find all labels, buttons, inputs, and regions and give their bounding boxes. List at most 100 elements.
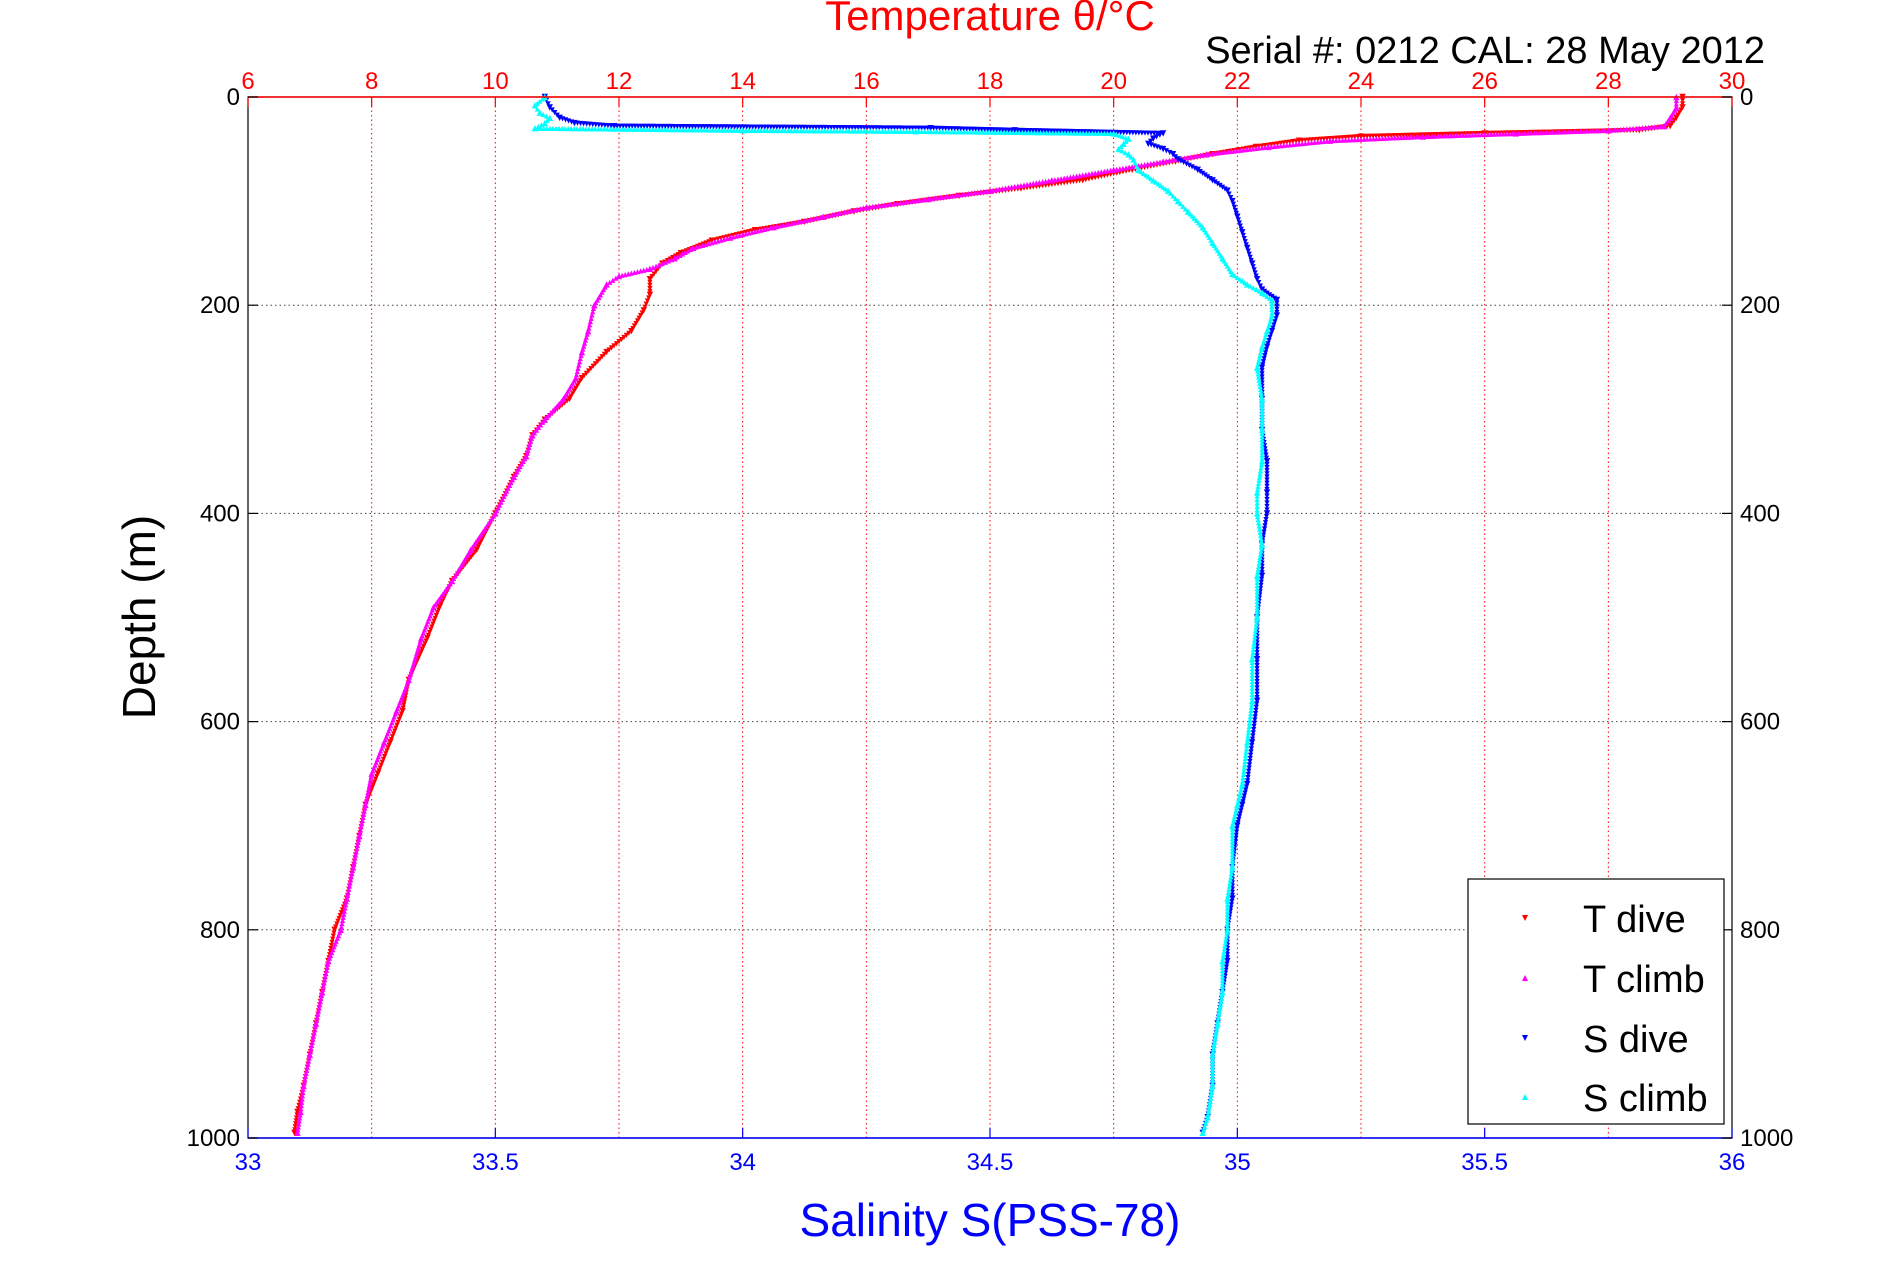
data-point-s_climb-interp <box>1246 723 1252 730</box>
data-point-s_dive-interp <box>1238 808 1244 814</box>
data-point-t_climb-interp <box>1673 101 1679 107</box>
data-point-s_climb-interp <box>1229 832 1235 838</box>
depth-tick-label-right: 200 <box>1740 292 1780 319</box>
legend-marker-s_climb <box>1522 1094 1528 1100</box>
data-point-s_climb-interp <box>1269 306 1275 312</box>
data-point-t_dive-interp <box>1679 101 1686 107</box>
data-point-s_climb-interp <box>1257 353 1263 359</box>
data-point-s_climb-interp <box>1254 611 1260 617</box>
data-point-t_dive-interp <box>430 621 436 627</box>
data-point-t_climb-interp <box>1231 148 1237 154</box>
data-point-s_climb-interp <box>1209 1089 1215 1095</box>
data-point-s_climb-interp <box>1249 662 1255 669</box>
data-point-s_climb <box>1219 957 1226 965</box>
data-point-t_climb-interp <box>978 189 984 195</box>
data-point-t_climb-interp <box>358 824 364 830</box>
data-point-t_climb-interp <box>296 1121 302 1127</box>
data-point-t_climb-interp <box>934 195 941 201</box>
data-point-t_dive-interp <box>576 380 582 386</box>
data-point-t_climb-interp <box>677 252 683 258</box>
data-point-t_climb-interp <box>1058 176 1064 182</box>
data-point-s_dive-interp <box>1267 334 1273 341</box>
data-point-t_climb-interp <box>665 258 672 264</box>
data-point-t_climb-interp <box>610 277 616 283</box>
data-point-s_climb-interp <box>1122 149 1128 156</box>
data-point-t_dive-interp <box>331 930 337 936</box>
data-point-t_climb-interp <box>297 1115 303 1121</box>
data-point-t_dive-interp <box>369 785 375 791</box>
data-point-s_dive-interp <box>1254 662 1260 669</box>
data-point-t_climb-interp <box>1092 170 1098 176</box>
data-point-t_climb <box>584 328 592 335</box>
data-point-t_climb-interp <box>839 210 845 216</box>
data-point-t_climb-interp <box>956 192 962 198</box>
data-point-s_dive-interp <box>1259 576 1265 582</box>
data-point-s_dive <box>1194 166 1201 174</box>
data-point-s_dive-interp <box>549 107 555 113</box>
data-point-s_dive-interp <box>1258 582 1264 589</box>
data-point-t_climb-interp <box>968 190 975 196</box>
series-s_climb <box>531 93 1276 1136</box>
data-point-t_dive-interp <box>389 734 396 740</box>
data-point-s_climb-interp <box>1182 206 1188 212</box>
data-point-s_climb-interp <box>1258 545 1265 551</box>
data-point-t_dive-interp <box>428 627 434 633</box>
data-point-s_dive-interp <box>1264 507 1270 513</box>
data-point-s_dive-interp <box>1254 694 1260 701</box>
depth-tick-label-left: 800 <box>200 917 240 944</box>
data-point-t_climb-interp <box>298 1106 304 1112</box>
data-point-s_climb <box>1253 364 1261 371</box>
data-point-t_climb-interp <box>361 811 367 817</box>
data-point-t_dive <box>640 307 647 314</box>
data-point-s_climb-interp <box>1249 653 1256 659</box>
data-point-t_climb-interp <box>1197 152 1203 158</box>
data-point-t_climb-interp <box>352 852 359 858</box>
data-point-s_dive <box>1150 135 1157 142</box>
data-point-t_dive-interp <box>386 742 392 748</box>
data-point-t_climb-interp <box>882 202 888 208</box>
data-point-s_dive-interp <box>1261 288 1268 294</box>
data-point-s_climb-interp <box>1259 408 1265 414</box>
data-point-t_climb-interp <box>354 842 361 849</box>
data-point-s_climb-interp <box>1254 500 1260 506</box>
data-point-s_climb <box>531 102 539 109</box>
data-point-t_climb-interp <box>767 225 774 231</box>
data-point-s_dive-interp <box>1264 290 1270 296</box>
data-point-s_dive-interp <box>1252 714 1258 720</box>
data-point-s_dive-interp <box>1254 701 1260 707</box>
data-point-t_climb-interp <box>1188 154 1194 160</box>
data-point-t_dive-interp <box>651 271 657 277</box>
data-point-s_climb-interp <box>1210 1064 1216 1070</box>
data-point-s_climb-interp <box>1255 359 1262 365</box>
data-point-t_climb-interp <box>835 210 842 216</box>
data-point-t_climb-interp <box>975 189 981 195</box>
data-point-t_climb-interp <box>795 219 801 225</box>
data-point-s_dive-interp <box>1274 303 1280 309</box>
data-point-s_climb-interp <box>1212 1033 1219 1039</box>
data-point-s_dive-interp <box>1245 778 1251 784</box>
data-point-s_dive-interp <box>1163 148 1170 154</box>
legend-marker-t_climb <box>1522 975 1528 981</box>
data-point-s_climb-interp <box>1255 517 1261 523</box>
data-point-t_dive-interp <box>573 385 579 392</box>
data-point-s_dive-interp <box>1212 179 1218 185</box>
depth-tick-label-left: 200 <box>200 292 240 319</box>
data-point-t_climb-interp <box>1145 161 1151 167</box>
data-point-s_climb-interp <box>1211 1042 1217 1048</box>
data-point-s_climb-interp <box>1117 132 1123 139</box>
data-point-t_dive-interp <box>423 638 429 644</box>
data-point-s_climb-interp <box>1167 190 1174 196</box>
data-point-t_dive-interp <box>623 332 630 338</box>
data-point-s_climb-interp <box>1219 980 1226 986</box>
data-point-s_climb-interp <box>1259 452 1265 458</box>
data-point-t_climb-interp <box>340 917 346 924</box>
data-point-s_climb <box>1229 864 1236 871</box>
data-point-t_dive-interp <box>647 279 653 285</box>
data-point-t_climb-interp <box>965 191 971 197</box>
data-point-s_climb-interp <box>1145 174 1151 180</box>
data-point-s_climb-interp <box>1254 503 1260 510</box>
data-point-t_climb-interp <box>891 200 897 207</box>
data-point-s_dive-interp <box>1246 765 1252 771</box>
data-point-t_climb <box>297 1108 304 1116</box>
data-point-t_climb <box>615 272 623 280</box>
